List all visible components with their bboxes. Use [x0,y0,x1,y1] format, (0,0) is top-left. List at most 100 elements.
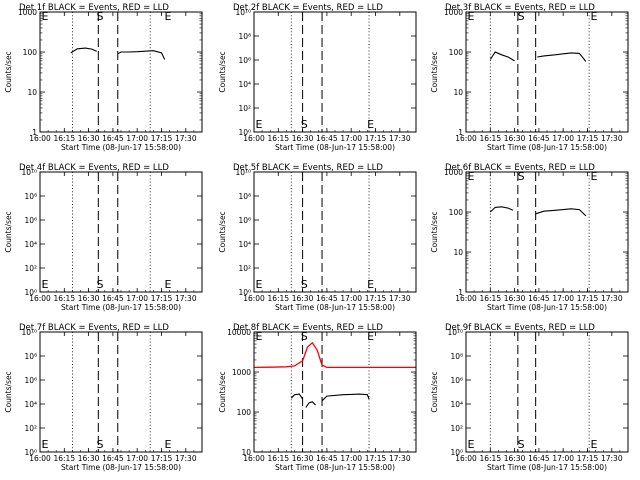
chart-title: Det 1f BLACK = Events, RED = LLD [19,3,169,13]
chart-panel: Det 2f BLACK = Events, RED = LLD Counts/s… [218,3,417,152]
event-marker-label: S [301,278,308,291]
x-tick-label: 16:45 [528,454,550,463]
y-tick-label: 10² [450,424,463,433]
x-tick-label: 16:30 [78,294,100,303]
y-tick-label: 10⁴ [238,80,251,89]
x-tick-label: 16:15 [479,134,501,143]
x-tick-label: 16:30 [292,294,314,303]
x-tick-label: 17:00 [126,134,148,143]
x-tick-label: 16:30 [78,134,100,143]
event-marker-label: E [367,118,374,131]
event-marker-label: S [301,330,308,343]
x-tick-label: 16:00 [243,134,265,143]
chart-title: Det 7f BLACK = Events, RED = LLD [19,323,169,333]
y-axis-label: Counts/sec [218,371,227,412]
event-marker-label: E [468,10,475,23]
chart-title: Det 9f BLACK = Events, RED = LLD [445,323,595,333]
event-marker-label: E [42,438,49,451]
y-tick-label: 10⁸ [450,352,463,361]
x-tick-label: 16:30 [292,454,314,463]
event-marker-label: E [256,118,263,131]
x-tick-label: 17:30 [601,294,623,303]
x-tick-label: 16:45 [102,294,124,303]
plot-frame [253,171,417,293]
x-tick-label: 16:00 [243,294,265,303]
x-tick-label: 17:15 [365,454,387,463]
event-marker-label: E [165,278,172,291]
event-marker-label: E [591,10,598,23]
y-axis-label: Counts/sec [430,211,439,252]
x-tick-label: 16:30 [292,134,314,143]
event-marker-label: S [96,10,103,23]
x-tick-label: 16:00 [243,454,265,463]
events-series-line [537,52,587,62]
y-tick-label: 10¹⁰ [447,328,463,337]
y-tick-label: 10 [241,448,251,457]
y-tick-label: 10⁴ [24,400,37,409]
x-tick-label: 16:45 [102,454,124,463]
y-tick-label: 10⁸ [24,352,37,361]
y-tick-label: 1000 [444,8,463,17]
x-tick-label: 17:00 [340,454,362,463]
y-tick-label: 10¹⁰ [21,328,37,337]
x-tick-label: 17:30 [175,454,197,463]
x-tick-label: 17:30 [389,294,411,303]
events-series-line [290,393,304,400]
x-tick-label: 16:15 [53,294,75,303]
x-tick-label: 17:00 [552,294,574,303]
events-series-line [489,51,515,62]
x-tick-label: 16:30 [504,454,526,463]
y-tick-label: 10² [24,264,37,273]
events-series-line [117,50,166,60]
x-tick-label: 16:30 [504,294,526,303]
y-tick-label: 1000 [444,168,463,177]
y-tick-label: 10⁴ [238,240,251,249]
lld-series-line [253,341,416,369]
chart-title: Det 3f BLACK = Events, RED = LLD [445,3,595,13]
event-marker-label: E [591,170,598,183]
y-tick-label: 10⁰ [24,288,37,297]
event-marker-label: E [165,438,172,451]
x-tick-label: 16:45 [528,294,550,303]
chart-panel: Det 5f BLACK = Events, RED = LLD Counts/s… [218,163,417,312]
x-tick-label: 17:15 [577,294,599,303]
event-marker-label: E [256,278,263,291]
plot-frame [253,11,417,133]
x-axis-label: Start Time (08-Jun-17 15:58:00) [275,143,395,152]
x-tick-label: 16:15 [267,454,289,463]
y-tick-label: 10⁰ [450,448,463,457]
event-marker-label: E [468,438,475,451]
event-marker-label: S [96,438,103,451]
x-tick-label: 16:45 [316,294,338,303]
plot-frame [465,171,629,293]
y-tick-label: 10 [453,88,463,97]
y-tick-label: 100 [23,48,38,57]
x-axis-label: Start Time (08-Jun-17 15:58:00) [61,143,181,152]
y-tick-label: 10² [238,264,251,273]
x-tick-label: 16:45 [316,454,338,463]
x-tick-label: 17:00 [340,134,362,143]
y-tick-label: 10000 [227,328,251,337]
y-tick-label: 1 [458,288,463,297]
y-tick-label: 10⁶ [238,56,251,65]
x-tick-label: 17:00 [552,134,574,143]
y-tick-label: 1000 [18,8,37,17]
x-tick-label: 17:00 [126,294,148,303]
x-axis-label: Start Time (08-Jun-17 15:58:00) [275,303,395,312]
plot-frame [465,331,629,453]
x-tick-label: 16:00 [455,134,477,143]
y-tick-label: 10⁰ [24,448,37,457]
y-tick-label: 100 [449,48,464,57]
y-tick-label: 10 [453,248,463,257]
event-marker-label: S [518,170,525,183]
y-axis-label: Counts/sec [218,51,227,92]
x-tick-label: 17:00 [126,454,148,463]
plot-frame [39,11,203,133]
x-tick-label: 16:00 [455,454,477,463]
events-series-line [305,401,316,408]
plot-frame [465,11,629,133]
x-tick-label: 17:30 [389,134,411,143]
chart-title: Det 8f BLACK = Events, RED = LLD [233,323,383,333]
event-marker-label: E [165,10,172,23]
event-marker-label: E [591,438,598,451]
